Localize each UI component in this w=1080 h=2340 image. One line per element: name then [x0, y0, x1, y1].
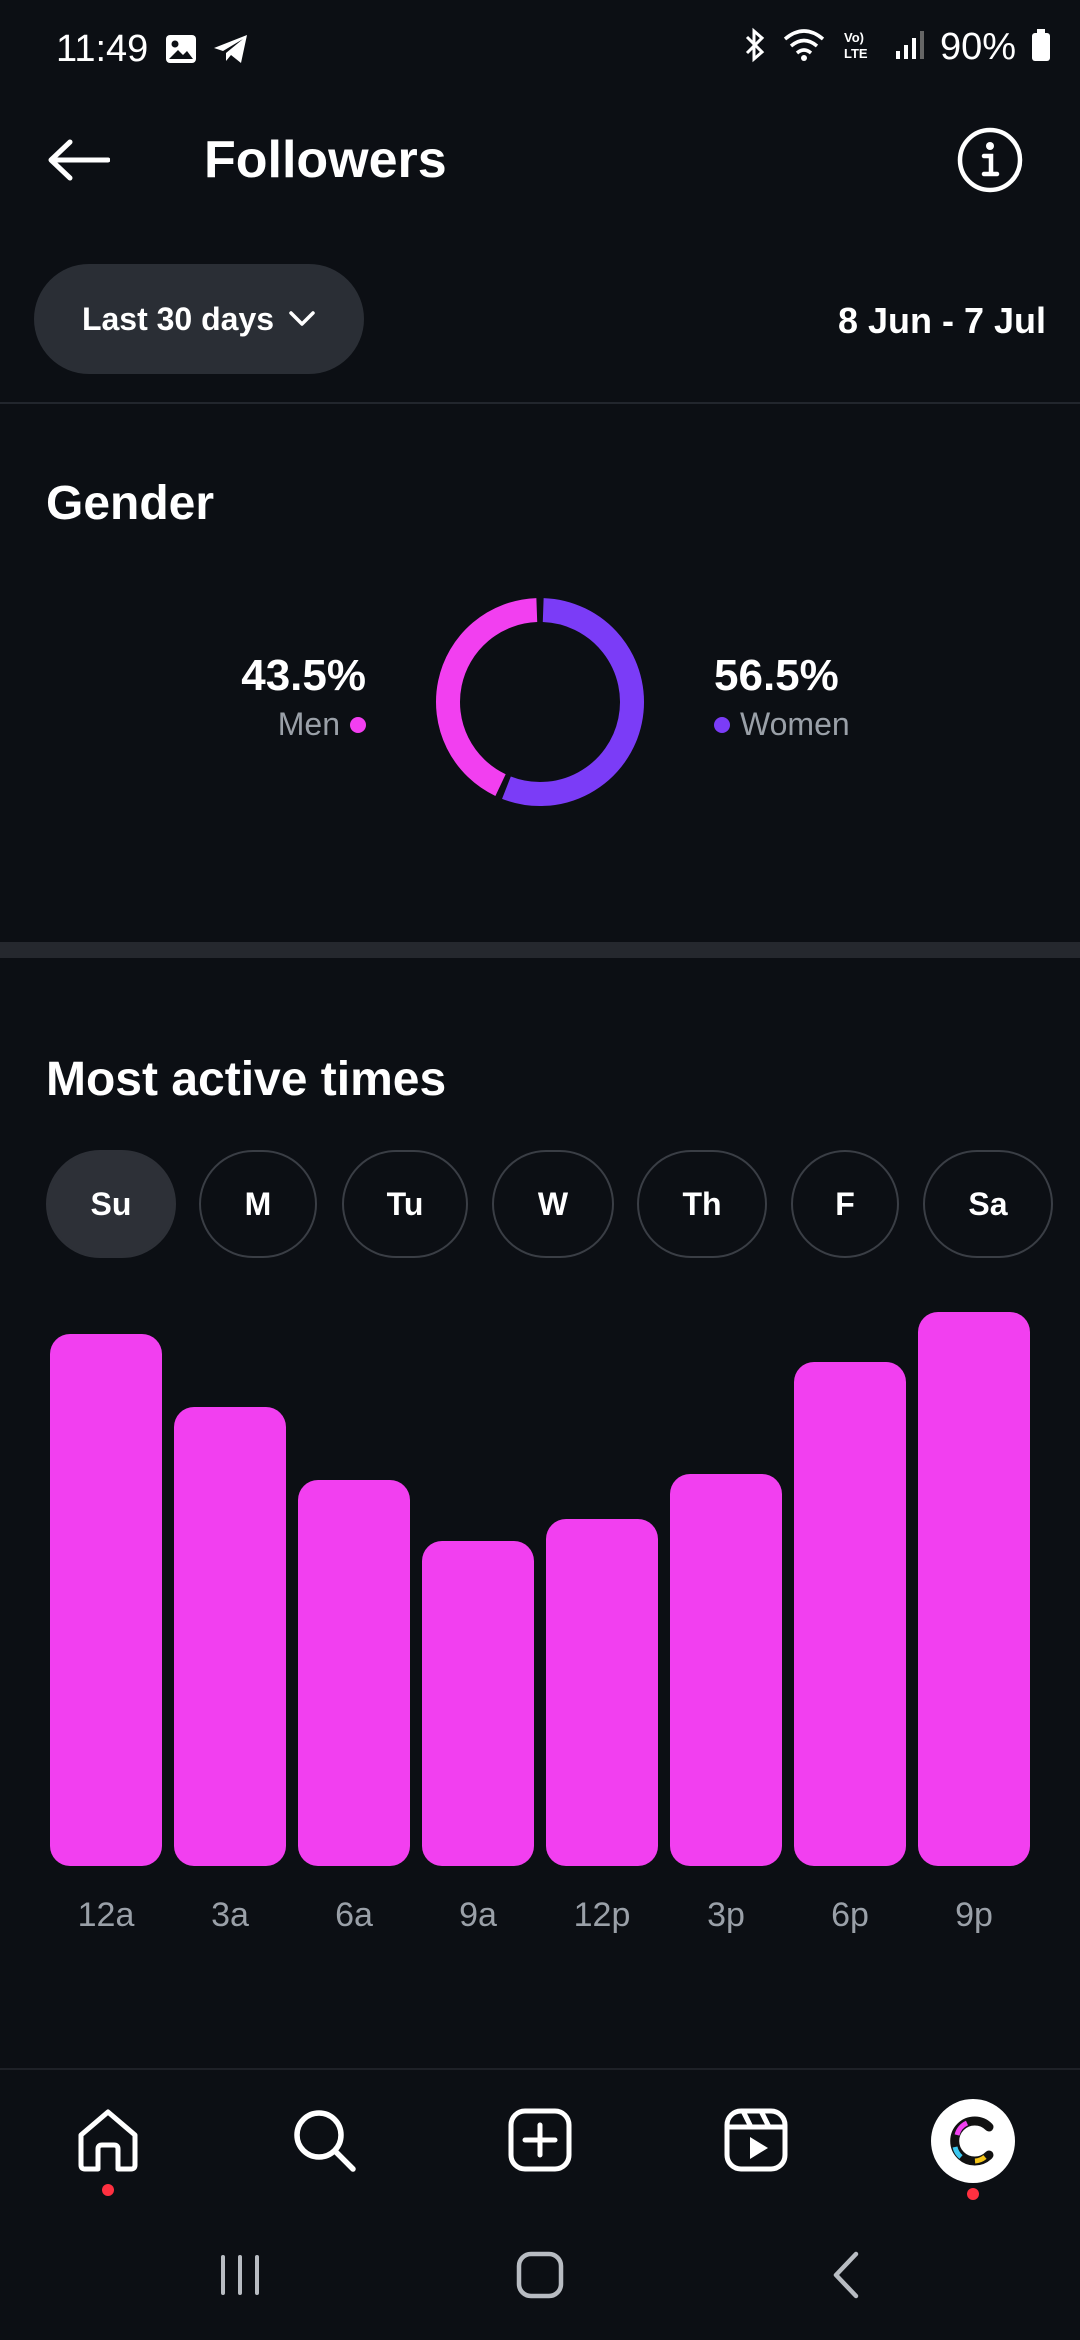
date-range-text: 8 Jun - 7 Jul [837, 300, 1046, 341]
bar-label-9a: 9a [459, 1896, 497, 1934]
bar-12a [50, 1334, 162, 1866]
donut-slice-women [502, 598, 644, 806]
nav-profile[interactable] [928, 2096, 1018, 2200]
telegram-icon [212, 32, 250, 71]
svg-text:LTE: LTE [844, 46, 868, 61]
women-legend-dot [714, 716, 730, 733]
chevron-down-icon [289, 311, 315, 326]
nav-divider [0, 2068, 1080, 2070]
arrow-left-icon [48, 139, 110, 181]
page-title: Followers [204, 131, 447, 189]
divider [0, 402, 1080, 404]
reels-icon [724, 2108, 788, 2172]
bar-label-12a: 12a [77, 1896, 135, 1934]
bar-label-12p: 12p [573, 1896, 631, 1934]
tab-sunday[interactable]: Su [46, 1150, 176, 1258]
back-button[interactable] [40, 132, 116, 188]
system-nav-bar [0, 2220, 1080, 2340]
nav-search[interactable] [284, 2100, 364, 2180]
date-range-dropdown-label: Last 30 days [81, 300, 275, 337]
tab-wednesday[interactable]: W [492, 1150, 614, 1258]
info-button[interactable] [956, 126, 1024, 194]
status-bar: 11:49 Vo) LTE 90% [0, 0, 1080, 100]
gender-section-title: Gender [46, 477, 215, 530]
back-icon [833, 2251, 859, 2299]
nav-home[interactable] [68, 2100, 148, 2196]
gallery-icon [164, 32, 198, 71]
status-time: 11:49 [56, 28, 149, 70]
gender-men-stat: 43.5% Men [241, 651, 366, 743]
system-back-button[interactable] [806, 2240, 886, 2310]
status-left-icons [164, 32, 250, 71]
tab-saturday[interactable]: Sa [923, 1150, 1053, 1258]
bar-3a [174, 1406, 286, 1866]
nav-create[interactable] [500, 2100, 580, 2180]
bar-label-3a: 3a [211, 1896, 249, 1934]
volte-icon: Vo) LTE [840, 27, 880, 68]
bar-12p [546, 1518, 658, 1866]
home-button-icon [516, 2251, 564, 2299]
gender-women-stat: 56.5% Women [714, 651, 850, 743]
profile-notification-dot [967, 2188, 979, 2200]
signal-icon [894, 27, 926, 68]
bar-label-9p: 9p [955, 1896, 993, 1934]
tab-friday[interactable]: F [791, 1150, 899, 1258]
bar-label-6a: 6a [335, 1896, 373, 1934]
create-icon [508, 2108, 572, 2172]
tab-tuesday[interactable]: Tu [342, 1150, 468, 1258]
gender-donut-chart [430, 592, 650, 812]
day-tabs: Su M Tu W Th F Sa [0, 1150, 1080, 1260]
filter-row: Last 30 days 8 Jun - 7 Jul [0, 264, 1080, 376]
tab-thursday[interactable]: Th [637, 1150, 767, 1258]
tab-monday[interactable]: M [199, 1150, 317, 1258]
bar-6p [794, 1362, 906, 1866]
status-right-icons: Vo) LTE 90% [742, 26, 1052, 69]
bar-label-6p: 6p [831, 1896, 869, 1934]
men-percent: 43.5% [241, 651, 366, 700]
active-times-bar-chart: 12a 3a 6a 9a 12p 3p 6p 9p [0, 1290, 1080, 1934]
home-icon [78, 2109, 138, 2172]
battery-percent: 90% [939, 26, 1016, 68]
battery-icon [1030, 27, 1052, 68]
date-range-dropdown[interactable]: Last 30 days [34, 264, 364, 374]
men-legend-dot [350, 716, 366, 733]
bluetooth-icon [742, 27, 768, 68]
home-notification-dot [102, 2184, 114, 2196]
bar-label-3p: 3p [707, 1896, 745, 1934]
search-icon [294, 2110, 356, 2172]
svg-text:Vo): Vo) [844, 30, 864, 45]
bottom-nav [0, 2070, 1080, 2210]
profile-logo-icon [950, 2116, 994, 2166]
men-label: Men [277, 706, 340, 743]
nav-reels[interactable] [716, 2100, 796, 2180]
recents-icon [221, 2255, 259, 2295]
donut-slice-men [436, 598, 538, 796]
bar-9p [918, 1311, 1030, 1866]
women-percent: 56.5% [714, 651, 839, 700]
profile-avatar [931, 2099, 1015, 2183]
system-home-button[interactable] [500, 2240, 580, 2310]
bar-9a [422, 1541, 534, 1866]
section-divider [0, 942, 1080, 958]
active-times-title: Most active times [46, 1053, 447, 1106]
wifi-icon [782, 27, 826, 68]
header: Followers [0, 110, 1080, 210]
bar-6a [298, 1479, 410, 1866]
info-icon [957, 127, 1023, 193]
recents-button[interactable] [200, 2240, 280, 2310]
women-label: Women [740, 706, 850, 743]
bar-3p [670, 1474, 782, 1866]
